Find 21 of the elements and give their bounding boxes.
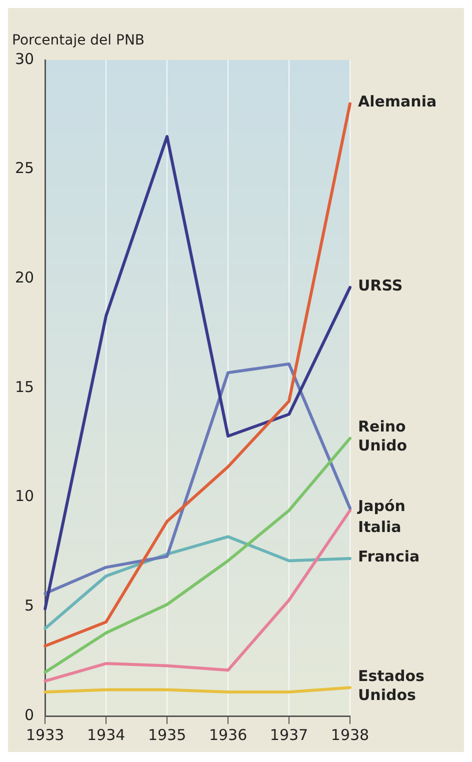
x-tick-label: 1938 [330,726,370,744]
x-tick-label: 1933 [26,726,64,744]
series-label: Japón [357,497,406,516]
y-tick-label: 5 [24,596,34,615]
x-tick-label: 1936 [208,726,248,744]
y-tick-label: 15 [14,378,34,396]
y-tick-label: 30 [14,50,34,68]
y-tick-label: 25 [14,159,34,178]
x-tick-label: 1935 [148,726,186,744]
y-axis-title: Porcentaje del PNB [12,32,145,49]
y-tick-label: 20 [14,268,34,287]
series-label: Estados Unidos [358,666,425,704]
series-label: Reino Unido [358,418,408,455]
x-tick-label: 1937 [270,726,308,744]
x-tick-label: 1934 [86,726,126,744]
series-label: Alemania [358,92,437,111]
y-tick-label: 0 [24,706,34,724]
series-label: Italia [358,518,402,536]
y-tick-label: 10 [14,487,34,506]
series-label: Francia [358,547,420,566]
series-label: URSS [358,276,403,294]
